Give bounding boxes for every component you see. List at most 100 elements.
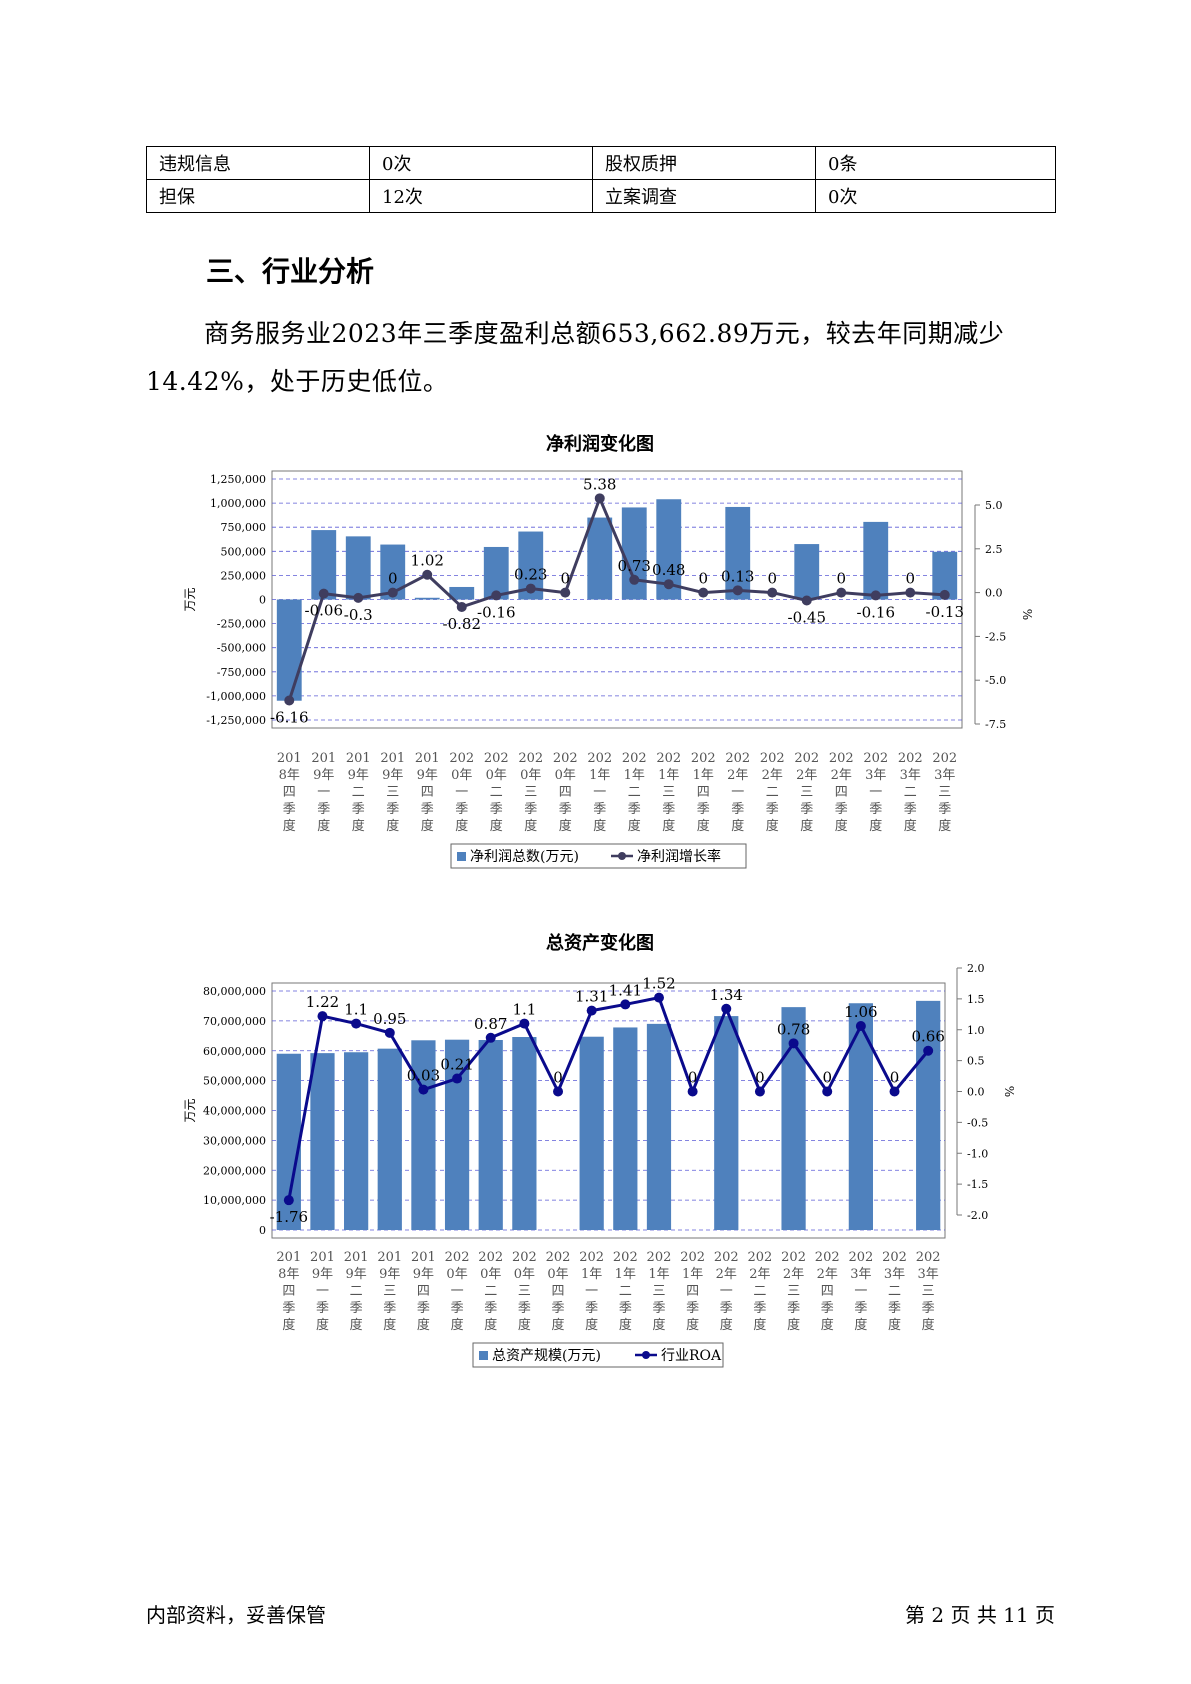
x-tick-label: 202 1年四季度 xyxy=(680,1250,705,1333)
legend-bar-swatch xyxy=(457,852,466,861)
chart-title-net-profit: 净利润变化图 xyxy=(546,434,654,455)
bar xyxy=(613,1027,638,1230)
bar xyxy=(310,1053,335,1230)
y-tick-label: 40,000,000 xyxy=(203,1105,266,1118)
line-point xyxy=(553,1086,564,1097)
bar xyxy=(345,536,371,600)
line-point xyxy=(586,1005,597,1016)
data-label: 0.03 xyxy=(407,1067,440,1085)
x-tick-label: 202 3年三季度 xyxy=(932,751,957,834)
y-tick-label: 750,000 xyxy=(221,521,267,534)
x-tick-label: 202 1年四季度 xyxy=(691,751,716,834)
line-point xyxy=(594,493,605,504)
y-tick-label: 30,000,000 xyxy=(203,1134,266,1147)
bar xyxy=(344,1052,369,1230)
bar xyxy=(444,1039,470,1230)
line-point xyxy=(519,1018,530,1029)
line-point xyxy=(318,588,329,599)
data-label: 0.95 xyxy=(373,1010,406,1028)
bar xyxy=(478,1039,503,1230)
bar xyxy=(725,506,751,600)
x-tick-label: 202 0年二季度 xyxy=(484,751,509,834)
y-tick-label: 1,250,000 xyxy=(210,473,266,486)
data-label: -0.06 xyxy=(305,602,343,620)
data-label: 0 xyxy=(767,570,777,588)
legend-bar-label: 总资产规模(万元) xyxy=(492,1348,601,1364)
line-point xyxy=(317,1011,328,1022)
bar xyxy=(512,1037,537,1230)
line-point xyxy=(939,589,950,600)
y-tick-label: -250,000 xyxy=(217,618,266,631)
line-point xyxy=(387,587,398,598)
x-tick-label: 202 0年四季度 xyxy=(546,1250,571,1333)
legend-line-marker xyxy=(618,852,626,860)
chart-title-total-assets: 总资产变化图 xyxy=(546,933,654,954)
table-cell: 0次 xyxy=(369,146,593,180)
bar xyxy=(916,1000,941,1230)
bar xyxy=(587,517,613,600)
data-label: 0.21 xyxy=(440,1056,473,1074)
line-point xyxy=(801,595,812,606)
data-label: 0 xyxy=(836,570,846,588)
y2-tick-label: -5.0 xyxy=(985,674,1006,687)
x-tick-label: 202 1年二季度 xyxy=(622,751,647,834)
x-tick-label: 202 2年四季度 xyxy=(829,751,854,834)
y2-tick-label: -1.0 xyxy=(967,1147,988,1160)
line-point xyxy=(822,1086,833,1097)
y-tick-label: -1,250,000 xyxy=(206,714,266,727)
data-label: 0 xyxy=(822,1069,832,1087)
x-tick-label: 201 9年二季度 xyxy=(346,751,371,834)
data-label: 0.87 xyxy=(474,1015,507,1033)
x-tick-label: 202 2年三季度 xyxy=(781,1250,806,1333)
x-tick-label: 202 1年三季度 xyxy=(647,1250,672,1333)
data-label: 0 xyxy=(553,1069,563,1087)
data-label: 0.48 xyxy=(652,561,685,579)
x-tick-label: 202 2年三季度 xyxy=(794,751,819,834)
total-assets-chart: 80,000,000 70,000,000 60,000,000 50,000,000… xyxy=(183,962,1016,1368)
y-tick-label: -500,000 xyxy=(217,642,266,655)
data-label: 5.38 xyxy=(583,475,616,493)
y-tick-label: 60,000,000 xyxy=(203,1045,266,1058)
x-tick-label: 202 0年二季度 xyxy=(478,1250,503,1333)
page-number: 第 2 页 共 11 页 xyxy=(905,1603,1055,1627)
legend-line-marker xyxy=(642,1351,650,1359)
line-point xyxy=(788,1038,799,1049)
line-point xyxy=(351,1018,362,1029)
y-tick-label: 10,000,000 xyxy=(203,1194,266,1207)
data-label: 0 xyxy=(905,570,915,588)
legend-line-label: 净利润增长率 xyxy=(637,848,721,865)
data-label: 0.23 xyxy=(514,566,547,584)
line-point xyxy=(698,587,709,598)
line-point xyxy=(525,583,536,594)
x-tick-label: 201 8年四季度 xyxy=(276,1250,301,1333)
table-cell: 担保 xyxy=(146,179,370,213)
line-point xyxy=(353,592,364,603)
y2-tick-label: 0.5 xyxy=(967,1055,985,1068)
line-point xyxy=(870,590,881,601)
x-tick-label: 202 0年一季度 xyxy=(445,1250,470,1333)
y-tick-label: 500,000 xyxy=(221,545,267,558)
line-point xyxy=(836,587,847,598)
y-tick-label: -1,000,000 xyxy=(206,690,266,703)
net-profit-chart: 1,250,000 1,000,000 750,000 500,000 250,000 0… xyxy=(183,470,1034,869)
bar xyxy=(848,1003,873,1230)
y-tick-label: 20,000,000 xyxy=(203,1164,266,1177)
x-tick-label: 201 9年一季度 xyxy=(311,751,336,834)
line-point xyxy=(905,587,916,598)
y-tick-label: 50,000,000 xyxy=(203,1075,266,1088)
line-point xyxy=(452,1073,463,1084)
table-cell: 0次 xyxy=(815,179,1056,213)
data-label: -0.13 xyxy=(926,603,964,621)
y2-axis-title: % xyxy=(1002,1086,1016,1097)
bar xyxy=(377,1048,402,1230)
data-label: 0 xyxy=(688,1069,698,1087)
bar xyxy=(863,521,889,600)
y2-tick-label: 0.0 xyxy=(967,1086,985,1099)
data-label: 0 xyxy=(698,570,708,588)
data-label: -0.82 xyxy=(443,615,481,633)
data-label: 1.06 xyxy=(844,1003,877,1021)
line-point xyxy=(663,579,674,590)
x-tick-label: 202 3年一季度 xyxy=(863,751,888,834)
bar xyxy=(276,599,302,701)
x-tick-label: 202 2年一季度 xyxy=(725,751,750,834)
